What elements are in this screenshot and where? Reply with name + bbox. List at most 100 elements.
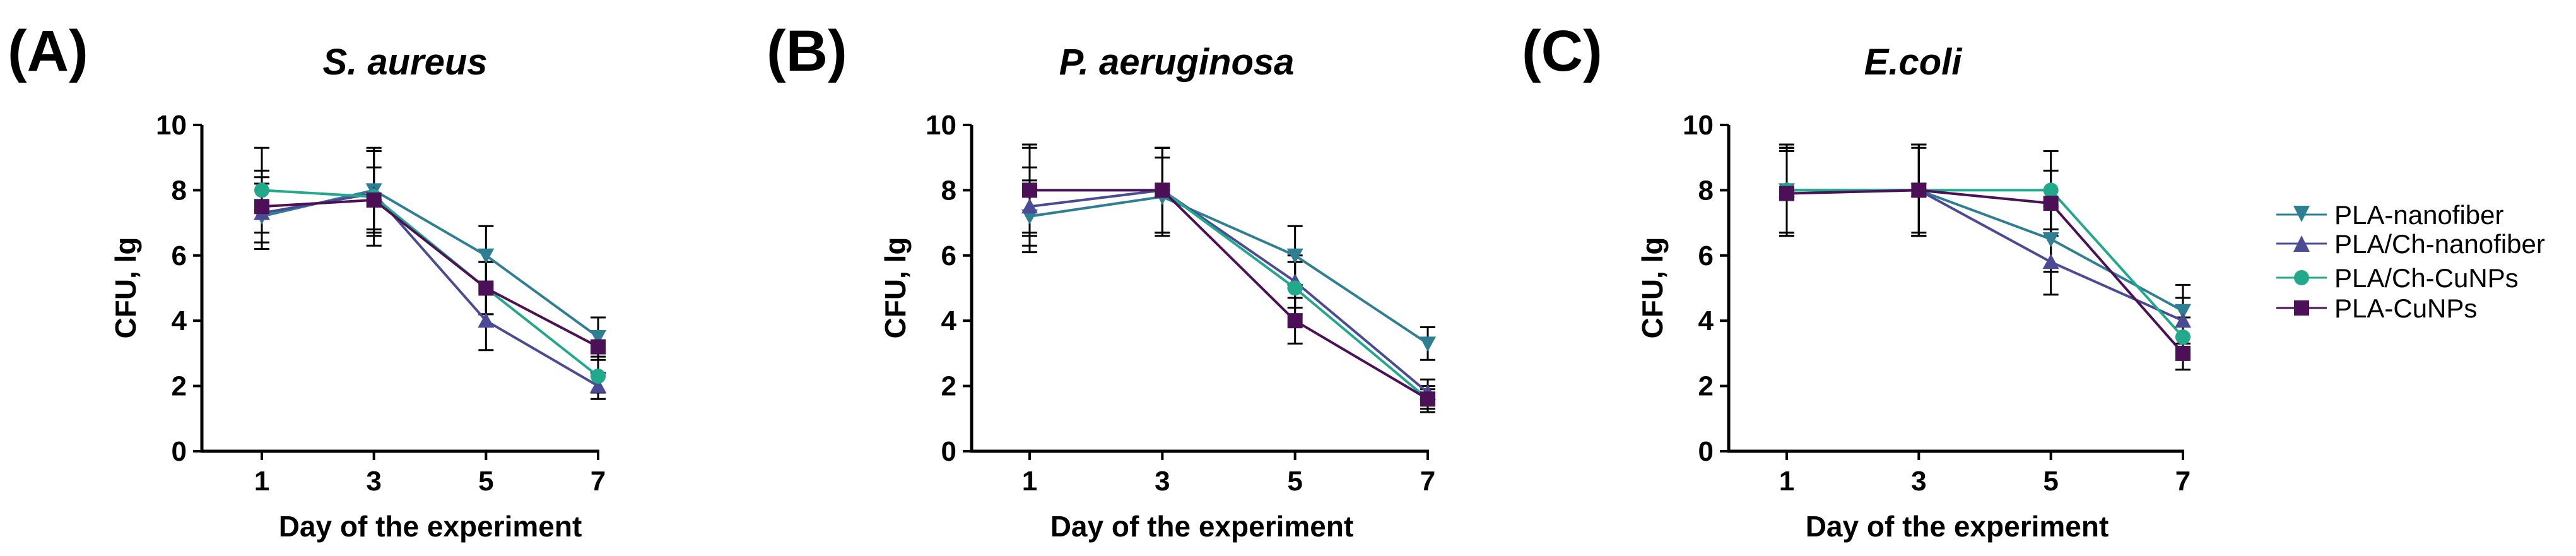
data-point-circle <box>1287 280 1303 296</box>
x-tick-label: 5 <box>1287 466 1302 497</box>
data-point-triangle-up <box>2042 254 2059 269</box>
x-tick-label: 3 <box>1155 466 1170 497</box>
square-icon <box>2294 300 2309 316</box>
y-tick-label: 0 <box>172 436 187 467</box>
x-tick-label: 1 <box>1022 466 1037 497</box>
data-point-triangle-down <box>590 330 606 346</box>
y-tick-label: 10 <box>156 110 187 141</box>
plot-area: 0 2 4 6 8 10 1 3 5 7 <box>156 110 606 497</box>
data-point-square <box>2175 345 2191 361</box>
data-point-square <box>1287 313 1303 329</box>
x-tick-label: 3 <box>1911 466 1926 497</box>
x-tick-label: 7 <box>591 466 606 497</box>
y-axis-label: CFU, lg <box>879 237 912 339</box>
data-point-circle <box>254 182 269 198</box>
data-point-square <box>1022 182 1037 198</box>
y-tick-label: 10 <box>926 110 956 141</box>
y-tick-label: 6 <box>941 240 956 271</box>
circle-icon <box>2294 270 2309 285</box>
series-line <box>261 189 599 377</box>
legend-label: PLA/Ch-nanofiber <box>2334 229 2545 259</box>
data-point-square <box>254 199 269 215</box>
data-point-square <box>1155 182 1170 198</box>
data-point-square <box>366 192 382 208</box>
x-tick-label: 5 <box>478 466 493 497</box>
series-line <box>1029 195 1429 345</box>
y-tick-label: 8 <box>1698 175 1714 206</box>
chart-title: E.coli <box>1864 42 1963 83</box>
data-point-square <box>1911 182 1927 198</box>
data-point-triangle-down <box>2175 304 2191 319</box>
triangle-down-icon <box>2293 206 2310 222</box>
data-point-triangle-down <box>2042 232 2059 247</box>
y-tick-label: 2 <box>941 371 956 402</box>
x-tick-label: 1 <box>1779 466 1794 497</box>
series-line <box>1787 189 2184 312</box>
panel-label: (C) <box>1522 19 1603 83</box>
x-axis-label: Day of the experiment <box>1050 510 1354 543</box>
series-line <box>1786 189 2184 355</box>
y-axis-label: CFU, lg <box>109 237 142 339</box>
panel-a: (A) S. aureus Day of the experiment CFU,… <box>8 19 606 543</box>
legend-label: PLA-nanofiber <box>2334 200 2504 230</box>
x-axis-label: Day of the experiment <box>279 510 582 543</box>
data-point-triangle-up <box>590 377 606 393</box>
data-point-square <box>591 339 606 355</box>
chart-title: P. aeruginosa <box>1059 42 1295 83</box>
panel-label: (B) <box>767 19 847 83</box>
panel-b: (B) P. aeruginosa Day of the experiment … <box>767 19 1436 543</box>
series-line <box>1787 189 2184 322</box>
data-point-square <box>2043 196 2059 211</box>
x-axis-label: Day of the experiment <box>1806 510 2109 543</box>
data-point-square <box>1420 391 1435 407</box>
y-tick-label: 2 <box>172 371 187 402</box>
y-tick-label: 8 <box>172 175 187 206</box>
legend-entry: PLA-CuNPs <box>2276 293 2477 323</box>
y-tick-label: 0 <box>1698 436 1714 467</box>
x-tick-label: 3 <box>366 466 381 497</box>
data-point-triangle-up <box>1021 198 1038 214</box>
series-line <box>261 189 599 338</box>
series-line <box>261 198 599 348</box>
data-point-circle <box>591 369 606 384</box>
series-line <box>1030 189 1429 401</box>
series-line <box>1029 189 1429 394</box>
x-tick-label: 7 <box>2175 466 2191 497</box>
data-point-square <box>478 280 494 296</box>
y-tick-label: 8 <box>941 175 956 206</box>
y-axis-label: CFU, lg <box>1636 237 1669 339</box>
x-tick-label: 1 <box>254 466 269 497</box>
data-point-circle <box>2175 329 2191 345</box>
x-tick-label: 5 <box>2043 466 2058 497</box>
data-point-triangle-down <box>1420 336 1436 352</box>
x-tick-label: 7 <box>1420 466 1435 497</box>
y-tick-label: 0 <box>941 436 956 467</box>
legend-entry: PLA/Ch-CuNPs <box>2276 263 2519 293</box>
data-point-square <box>1779 186 1794 201</box>
data-point-triangle-up <box>478 312 495 328</box>
panel-c: (C) E.coli Day of the experiment CFU, lg… <box>1522 19 2191 543</box>
data-point-triangle-down <box>1286 248 1303 264</box>
chart-title: S. aureus <box>322 42 487 83</box>
y-tick-label: 4 <box>1698 305 1714 336</box>
legend: PLA-nanofiber PLA/Ch-nanofiber PLA/Ch-Cu… <box>2276 200 2545 323</box>
legend-entry: PLA/Ch-nanofiber <box>2276 229 2545 259</box>
plot-area: 0 2 4 6 8 10 1 3 5 7 <box>926 110 1436 497</box>
series-line <box>1787 189 2184 338</box>
plot-area: 0 2 4 6 8 10 1 3 5 7 <box>1683 110 2191 497</box>
data-point-triangle-down <box>478 248 495 264</box>
y-tick-label: 2 <box>1698 371 1714 402</box>
triangle-up-icon <box>2293 235 2310 252</box>
y-tick-label: 4 <box>172 305 187 336</box>
y-tick-label: 4 <box>941 305 957 336</box>
y-tick-label: 6 <box>1698 240 1714 271</box>
y-tick-label: 10 <box>1683 110 1714 141</box>
data-point-circle <box>2043 182 2059 198</box>
series-line <box>1030 189 1429 400</box>
panel-label: (A) <box>8 19 88 83</box>
data-point-triangle-up <box>2175 312 2191 328</box>
legend-entry: PLA-nanofiber <box>2276 200 2504 230</box>
legend-label: PLA-CuNPs <box>2334 293 2477 323</box>
legend-label: PLA/Ch-CuNPs <box>2334 263 2519 293</box>
